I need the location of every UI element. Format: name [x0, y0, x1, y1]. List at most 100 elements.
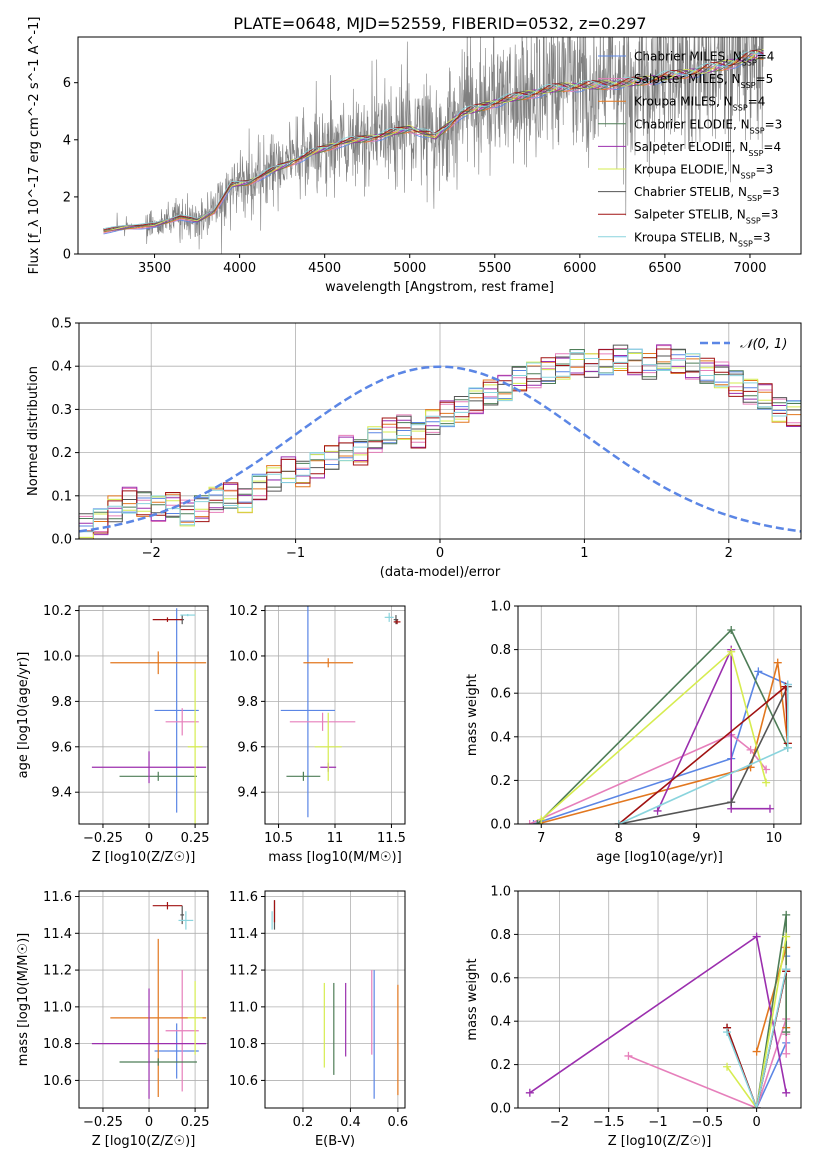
y-tick-label: 9.8 [51, 695, 72, 710]
y-tick-label: 9.8 [237, 695, 258, 710]
plot-area [280, 606, 401, 818]
x-tick-label: −0.5 [692, 1115, 724, 1130]
x-axis-label: E(B-V) [315, 1134, 355, 1149]
x-tick-label: −2 [142, 546, 161, 561]
y-tick-label: 1.0 [490, 885, 511, 900]
x-tick-label: 0.25 [181, 831, 210, 846]
x-tick-label: 4000 [223, 261, 256, 276]
y-tick-label: 0.8 [490, 643, 511, 658]
normal-curve [79, 365, 801, 533]
x-tick-label: 8 [615, 831, 623, 846]
y-tick-label: 11.6 [229, 890, 258, 905]
y-tick-label: 10.0 [229, 649, 258, 664]
y-tick-label: 10.8 [229, 1037, 258, 1052]
panel-mass_vs_ebv: 0.2 0.4 0.6 10.6 10.8 11.0 11.2 11.4 11.6 E(B-V) [229, 890, 408, 1149]
x-tick-label: −0.25 [83, 1115, 123, 1130]
x-tick-label: 6500 [648, 261, 681, 276]
data-marker [624, 1051, 633, 1060]
panel-weight_vs_age: 7 8 9 10 0.0 0.2 0.4 0.6 0.8 1.0 age [log10(age/yr… [465, 600, 802, 865]
legend: Chabrier MILES, NSSP=4 Salpeter MILES, NS… [598, 50, 782, 248]
y-tick-label: 0.5 [51, 317, 72, 332]
data-marker [727, 798, 736, 807]
legend-label: Kroupa STELIB, NSSP=3 [634, 230, 771, 248]
y-tick-label: 9.4 [237, 786, 258, 801]
y-tick-label: 4 [63, 133, 71, 148]
x-tick-label: 0 [752, 1115, 760, 1130]
x-tick-label: 0 [145, 1115, 153, 1130]
y-axis-label: mass [log10(M/M☉)] [16, 933, 31, 1066]
x-tick-label: 7000 [733, 261, 766, 276]
x-tick-label: 0 [145, 831, 153, 846]
y-tick-label: 0.0 [490, 1102, 511, 1117]
y-axis-label: Normed distribution [26, 366, 41, 496]
y-tick-label: 11.2 [43, 964, 72, 979]
y-tick-label: 0.4 [51, 360, 72, 375]
figure-title: PLATE=0648, MJD=52559, FIBERID=0532, z=0… [233, 14, 646, 33]
y-tick-label: 0 [63, 248, 71, 263]
y-tick-label: 11.0 [43, 1000, 72, 1015]
observed-spectrum [103, 37, 764, 254]
x-axis-label: Z [log10(Z/Z☉)] [92, 850, 196, 865]
y-tick-label: 11.2 [229, 964, 258, 979]
data-marker [525, 820, 534, 824]
axes-frame [517, 605, 802, 825]
data-marker [525, 1088, 534, 1097]
x-tick-label: 5500 [478, 261, 511, 276]
plot-area [525, 910, 791, 1108]
y-tick-label: 0.6 [490, 687, 511, 702]
y-tick-label: 10.2 [43, 604, 72, 619]
data-marker [754, 667, 763, 676]
x-tick-label: −1.5 [593, 1115, 625, 1130]
legend-label: Chabrier MILES, NSSP=4 [634, 50, 774, 68]
residual-histogram [79, 348, 801, 534]
data-marker [752, 1104, 761, 1108]
y-tick-label: 11.6 [43, 890, 72, 905]
y-tick-label: 0.0 [51, 533, 72, 548]
x-tick-label: 0.2 [293, 1115, 314, 1130]
x-axis-label: age [log10(age/yr)] [596, 850, 723, 865]
x-tick-label: 11.5 [377, 831, 406, 846]
x-axis-label: Z [log10(Z/Z☉)] [92, 1134, 196, 1149]
y-tick-label: 0.6 [490, 971, 511, 986]
y-tick-label: 9.6 [51, 740, 72, 755]
data-marker [783, 743, 792, 752]
x-tick-label: 5000 [393, 261, 426, 276]
legend-label: Kroupa ELODIE, NSSP=3 [634, 163, 773, 181]
x-tick-label: 11 [327, 831, 344, 846]
data-marker [614, 820, 623, 824]
panel-mass_vs_Z: −0.25 0 0.25 10.6 10.8 11.0 11.2 11.4 11.6 Z [log… [16, 890, 210, 1149]
legend-label: Chabrier STELIB, NSSP=3 [634, 185, 780, 203]
x-axis-label: Z [log10(Z/Z☉)] [608, 1134, 712, 1149]
plot-area [271, 900, 399, 1099]
data-marker [782, 965, 791, 974]
legend-label: Kroupa MILES, NSSP=4 [634, 95, 765, 113]
model-spectrum [103, 53, 764, 234]
data-marker [746, 745, 755, 754]
y-tick-label: 11.4 [229, 927, 258, 942]
y-tick-label: 0.1 [51, 489, 72, 504]
data-marker [773, 658, 782, 667]
plot-area [91, 902, 207, 1099]
data-marker [762, 778, 771, 787]
y-tick-label: 9.4 [51, 786, 72, 801]
panel-age_vs_mass: 10.5 11 11.5 9.4 9.6 9.8 10.0 10.2 mass [log10(M… [229, 604, 406, 865]
x-tick-label: −1 [648, 1115, 667, 1130]
data-marker [723, 1028, 732, 1037]
y-axis-label: mass weight [465, 674, 480, 756]
data-marker [782, 910, 791, 919]
x-tick-label: −0.25 [83, 831, 123, 846]
panel-residuals: −2 −1 0 1 2 0.0 0.1 0.2 0.3 0.4 0.5 (data-model)/er… [26, 317, 802, 580]
weight-series [529, 733, 767, 824]
plot-area [103, 37, 764, 254]
data-marker [765, 804, 774, 813]
legend-label: Salpeter MILES, NSSP=5 [634, 72, 773, 90]
data-marker [762, 765, 771, 774]
data-marker [782, 1028, 791, 1037]
plot-area [525, 625, 792, 824]
x-tick-label: 1 [580, 546, 588, 561]
residual-histogram [79, 348, 801, 533]
y-tick-label: 0.2 [490, 1058, 511, 1073]
data-marker [782, 1049, 791, 1058]
axes-frame [77, 36, 802, 255]
data-marker [727, 647, 736, 656]
